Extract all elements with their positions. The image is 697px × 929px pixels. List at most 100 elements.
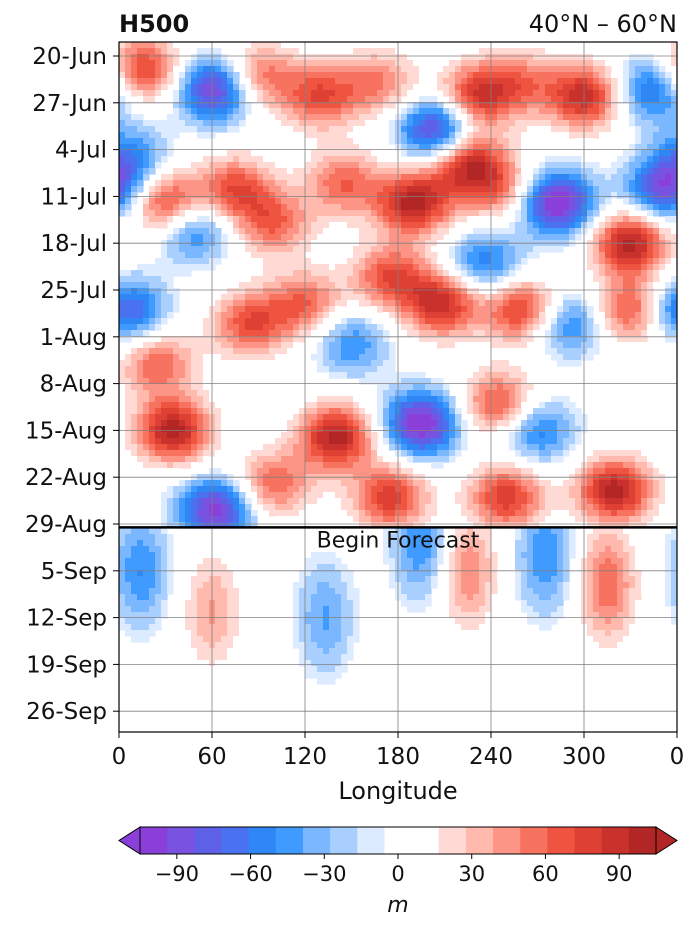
- field-cell: [557, 54, 564, 61]
- field-cell: [143, 318, 150, 325]
- field-cell: [443, 444, 450, 451]
- field-cell: [449, 294, 456, 301]
- field-cell: [533, 420, 540, 427]
- field-cell: [263, 174, 270, 181]
- field-cell: [587, 162, 594, 169]
- field-cell: [599, 108, 606, 115]
- field-cell: [215, 174, 222, 181]
- field-cell: [647, 288, 654, 295]
- field-cell: [437, 282, 444, 289]
- field-cell: [569, 126, 576, 133]
- field-cell: [131, 270, 138, 277]
- field-cell: [341, 72, 348, 79]
- field-cell: [563, 102, 570, 109]
- field-cell: [503, 162, 510, 169]
- field-cell: [281, 180, 288, 187]
- field-cell: [491, 138, 498, 145]
- field-cell: [557, 186, 564, 193]
- field-cell: [623, 66, 630, 73]
- field-cell: [527, 306, 534, 313]
- field-cell: [539, 90, 546, 97]
- field-cell: [629, 120, 636, 127]
- field-cell: [167, 414, 174, 421]
- field-cell: [317, 168, 324, 175]
- field-cell: [437, 120, 444, 127]
- field-cell: [533, 216, 540, 223]
- field-cell: [383, 396, 390, 403]
- field-cell: [611, 90, 618, 97]
- field-cell: [617, 186, 624, 193]
- field-cell: [521, 156, 528, 163]
- field-cell: [131, 168, 138, 175]
- field-cell: [419, 396, 426, 403]
- field-cell: [545, 402, 552, 409]
- field-cell: [407, 198, 414, 205]
- field-cell: [155, 348, 162, 355]
- field-cell: [479, 246, 486, 253]
- field-cell: [623, 174, 630, 181]
- field-cell: [131, 144, 138, 151]
- field-cell: [221, 312, 228, 319]
- field-cell: [437, 414, 444, 421]
- field-cell: [443, 84, 450, 91]
- field-cell: [515, 426, 522, 433]
- field-cell: [431, 408, 438, 415]
- field-cell: [449, 90, 456, 97]
- field-cell: [593, 252, 600, 259]
- field-cell: [431, 282, 438, 289]
- field-cell: [563, 66, 570, 73]
- field-cell: [437, 108, 444, 115]
- field-cell: [299, 48, 306, 55]
- field-cell: [317, 444, 324, 451]
- field-cell: [521, 312, 528, 319]
- field-cell: [317, 450, 324, 457]
- field-cell: [425, 450, 432, 457]
- field-cell: [659, 84, 666, 91]
- field-cell: [251, 228, 258, 235]
- field-cell: [137, 126, 144, 133]
- field-cell: [533, 246, 540, 253]
- field-cell: [449, 156, 456, 163]
- field-cell: [221, 354, 228, 361]
- field-cell: [641, 294, 648, 301]
- field-cell: [329, 354, 336, 361]
- field-cell: [617, 234, 624, 241]
- field-cell: [377, 156, 384, 163]
- field-cell: [605, 108, 612, 115]
- field-cell: [503, 102, 510, 109]
- field-cell: [143, 372, 150, 379]
- field-cell: [227, 336, 234, 343]
- field-cell: [419, 438, 426, 445]
- field-cell: [635, 252, 642, 259]
- field-cell: [155, 378, 162, 385]
- field-cell: [629, 192, 636, 199]
- field-cell: [221, 84, 228, 91]
- field-cell: [311, 72, 318, 79]
- field-cell: [431, 138, 438, 145]
- field-cell: [131, 372, 138, 379]
- field-cell: [353, 348, 360, 355]
- field-cell: [629, 84, 636, 91]
- field-cell: [191, 174, 198, 181]
- field-cell: [155, 372, 162, 379]
- field-cell: [167, 312, 174, 319]
- field-cell: [281, 294, 288, 301]
- field-cell: [383, 306, 390, 313]
- field-cell: [359, 174, 366, 181]
- field-cell: [353, 108, 360, 115]
- field-cell: [401, 72, 408, 79]
- field-cell: [593, 162, 600, 169]
- field-cell: [377, 252, 384, 259]
- field-cell: [599, 228, 606, 235]
- field-cell: [557, 168, 564, 175]
- field-cell: [269, 360, 276, 367]
- field-cell: [287, 108, 294, 115]
- field-cell: [203, 48, 210, 55]
- field-cell: [329, 336, 336, 343]
- field-cell: [383, 48, 390, 55]
- field-cell: [353, 234, 360, 241]
- field-cell: [227, 60, 234, 67]
- field-cell: [131, 48, 138, 55]
- field-cell: [281, 114, 288, 121]
- field-cell: [257, 150, 264, 157]
